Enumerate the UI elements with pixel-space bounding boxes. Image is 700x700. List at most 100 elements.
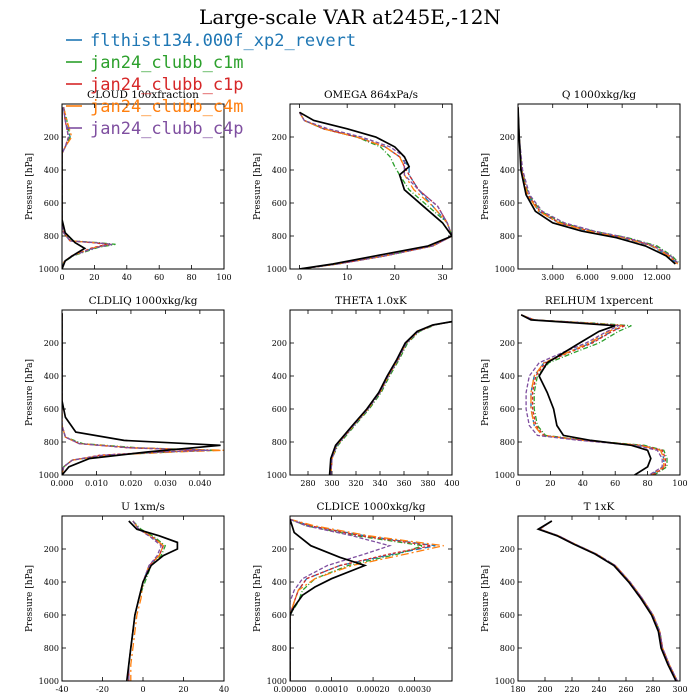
y-tick-label: 800 — [272, 232, 287, 241]
x-tick-label: 20 — [390, 273, 400, 282]
x-tick-label: -40 — [56, 685, 69, 694]
x-tick-label: 0.00020 — [357, 685, 390, 694]
legend-label: jan24_clubb_c1m — [90, 53, 244, 73]
plot-frame — [517, 309, 681, 476]
series-line-5 — [538, 520, 678, 681]
y-tick-label: 1000 — [495, 677, 515, 686]
x-tick-label: 60 — [610, 479, 620, 488]
x-tick-label: 260 — [618, 685, 633, 694]
y-tick-label: 200 — [500, 545, 515, 554]
x-tick-label: 0.030 — [154, 479, 177, 488]
x-tick-label: 0.020 — [119, 479, 142, 488]
y-tick-label: 1000 — [495, 265, 515, 274]
x-tick-label: 280 — [645, 685, 660, 694]
x-tick-label: 300 — [672, 685, 687, 694]
series-line-3 — [62, 313, 200, 475]
y-tick-label: 200 — [272, 339, 287, 348]
y-tick-label: 400 — [272, 578, 287, 587]
y-tick-label: 600 — [500, 405, 515, 414]
panel-6: RELHUM 1xpercent 0 20 40 60 80 100 200 400 600 800… — [481, 295, 688, 488]
control-series-line — [328, 320, 452, 475]
legend-item-1: flthist134.000f_xp2_revert — [66, 31, 356, 51]
series-line-3 — [330, 320, 452, 475]
x-tick-label: 400 — [444, 479, 459, 488]
y-tick-label: 400 — [500, 372, 515, 381]
control-series-line — [290, 519, 368, 681]
y-tick-label: 600 — [44, 405, 59, 414]
y-tick-label: 1000 — [495, 471, 515, 480]
y-tick-label: 600 — [44, 611, 59, 620]
panel-title: Q 1000xkg/kg — [562, 89, 637, 101]
panel-9: T 1xK 180 200 220 240 260 280 300 200 400 600 800 10… — [481, 501, 688, 694]
y-tick-label: 800 — [272, 438, 287, 447]
x-tick-label: 380 — [420, 479, 435, 488]
x-tick-label: 6.000 — [576, 273, 599, 282]
x-tick-label: 40 — [219, 685, 229, 694]
series-line-4 — [290, 518, 444, 681]
series-line-1 — [128, 520, 165, 681]
plot-frame — [517, 103, 681, 270]
series-line-5 — [290, 518, 392, 681]
x-tick-label: 0.00010 — [315, 685, 348, 694]
x-tick-label: 360 — [396, 479, 411, 488]
y-tick-label: 800 — [44, 644, 59, 653]
series-line-2 — [290, 518, 424, 681]
legend: flthist134.000f_xp2_revertjan24_clubb_c1… — [66, 31, 356, 139]
panel-title: CLDICE 1000xkg/kg — [317, 501, 426, 513]
y-axis-label: Pressure [hPa] — [25, 565, 35, 632]
control-series-line — [125, 520, 179, 681]
y-tick-label: 200 — [44, 545, 59, 554]
x-tick-label: 0.000 — [51, 479, 74, 488]
x-tick-label: 40 — [122, 273, 132, 282]
panel-title: THETA 1.0xK — [335, 295, 407, 307]
x-tick-label: 0 — [59, 273, 64, 282]
y-tick-label: 600 — [44, 199, 59, 208]
y-tick-label: 600 — [500, 611, 515, 620]
y-tick-label: 600 — [272, 611, 287, 620]
x-tick-label: 10 — [342, 273, 352, 282]
x-tick-label: 240 — [591, 685, 606, 694]
plot-frame — [289, 309, 453, 476]
y-tick-label: 200 — [272, 133, 287, 142]
y-tick-label: 1000 — [267, 265, 287, 274]
x-tick-label: 40 — [578, 479, 588, 488]
y-axis-label: Pressure [hPa] — [481, 359, 491, 426]
panel-title: OMEGA 864xPa/s — [324, 89, 418, 101]
plot-frame — [61, 515, 225, 682]
y-tick-label: 800 — [500, 232, 515, 241]
x-tick-label: 0.00030 — [398, 685, 431, 694]
y-tick-label: 1000 — [39, 265, 59, 274]
y-tick-label: 1000 — [267, 677, 287, 686]
x-tick-label: 20 — [89, 273, 99, 282]
x-tick-label: 9.000 — [611, 273, 634, 282]
series-line-1 — [538, 520, 678, 681]
y-tick-label: 1000 — [267, 471, 287, 480]
x-tick-label: 20 — [178, 685, 188, 694]
x-tick-label: 80 — [187, 273, 197, 282]
plot-frame — [289, 103, 453, 270]
x-tick-label: 12.000 — [643, 273, 671, 282]
control-series-line — [518, 107, 676, 265]
panel-7: U 1xm/s -40 -20 0 20 40 200 400 600 800 1000 Pressu… — [25, 501, 229, 694]
x-tick-label: 0.010 — [85, 479, 108, 488]
y-axis-label: Pressure [hPa] — [253, 565, 263, 632]
y-axis-label: Pressure [hPa] — [25, 153, 35, 220]
panel-2: OMEGA 864xPa/s 0 10 20 30 200 400 600 800 1000 Pre… — [253, 89, 453, 282]
x-tick-label: 60 — [154, 273, 164, 282]
series-line-3 — [128, 520, 165, 681]
panel-4: CLDLIQ 1000xkg/kg 0.000 0.010 0.020 0.030 0.0… — [25, 295, 225, 488]
legend-item-3: jan24_clubb_c1p — [66, 75, 244, 95]
x-tick-label: 80 — [643, 479, 653, 488]
legend-item-2: jan24_clubb_c1m — [66, 53, 244, 73]
plot-frame — [289, 515, 453, 682]
y-tick-label: 400 — [272, 372, 287, 381]
series-line-3 — [538, 520, 678, 681]
panel-1: CLOUD 100xfraction 0 20 40 60 80 100 200 400 600 8… — [25, 89, 232, 282]
series-line-5 — [62, 313, 211, 475]
series-line-2 — [538, 520, 678, 681]
x-tick-label: 20 — [545, 479, 555, 488]
y-tick-label: 200 — [272, 545, 287, 554]
series-line-3 — [520, 314, 667, 475]
x-tick-label: 0.040 — [188, 479, 211, 488]
